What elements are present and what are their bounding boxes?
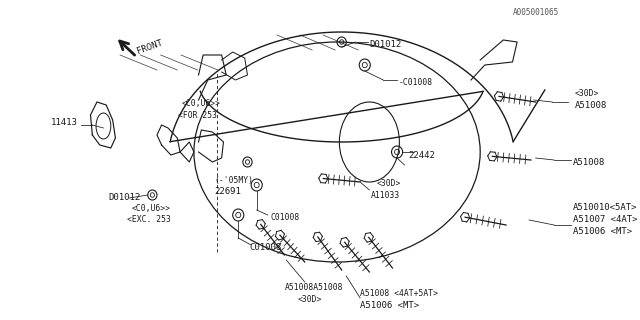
Text: A51006 <MT>: A51006 <MT> bbox=[360, 300, 419, 309]
Text: A51008: A51008 bbox=[574, 100, 607, 109]
Text: A51008A51008: A51008A51008 bbox=[284, 284, 343, 292]
Text: FRONT: FRONT bbox=[135, 39, 163, 56]
Text: <30D>: <30D> bbox=[298, 295, 322, 305]
Text: C01008: C01008 bbox=[271, 213, 300, 222]
Text: <EXC. 253: <EXC. 253 bbox=[127, 215, 172, 225]
Text: A51008 <4AT+5AT>: A51008 <4AT+5AT> bbox=[360, 289, 438, 298]
Text: A005001065: A005001065 bbox=[513, 7, 559, 17]
Text: -C01008: -C01008 bbox=[399, 77, 433, 86]
Text: A51008: A51008 bbox=[573, 157, 605, 166]
Text: A11033: A11033 bbox=[371, 190, 401, 199]
Text: <30D>: <30D> bbox=[377, 179, 401, 188]
Text: <FOR 253: <FOR 253 bbox=[178, 110, 217, 119]
Text: D01012: D01012 bbox=[369, 39, 402, 49]
Text: 11413: 11413 bbox=[51, 117, 77, 126]
Text: A510010<5AT>: A510010<5AT> bbox=[573, 204, 637, 212]
Text: <30D>: <30D> bbox=[574, 89, 599, 98]
Text: D01012: D01012 bbox=[108, 194, 140, 203]
Text: A51007 <4AT>: A51007 <4AT> bbox=[573, 215, 637, 225]
Text: <C0,U6>>: <C0,U6>> bbox=[131, 204, 170, 212]
Text: (-'05MY): (-'05MY) bbox=[214, 175, 253, 185]
Text: 22442: 22442 bbox=[408, 150, 435, 159]
Text: <C0,U6>>: <C0,U6>> bbox=[182, 99, 221, 108]
Text: C01008: C01008 bbox=[250, 243, 282, 252]
Text: 22691: 22691 bbox=[214, 188, 241, 196]
Text: A51006 <MT>: A51006 <MT> bbox=[573, 228, 632, 236]
